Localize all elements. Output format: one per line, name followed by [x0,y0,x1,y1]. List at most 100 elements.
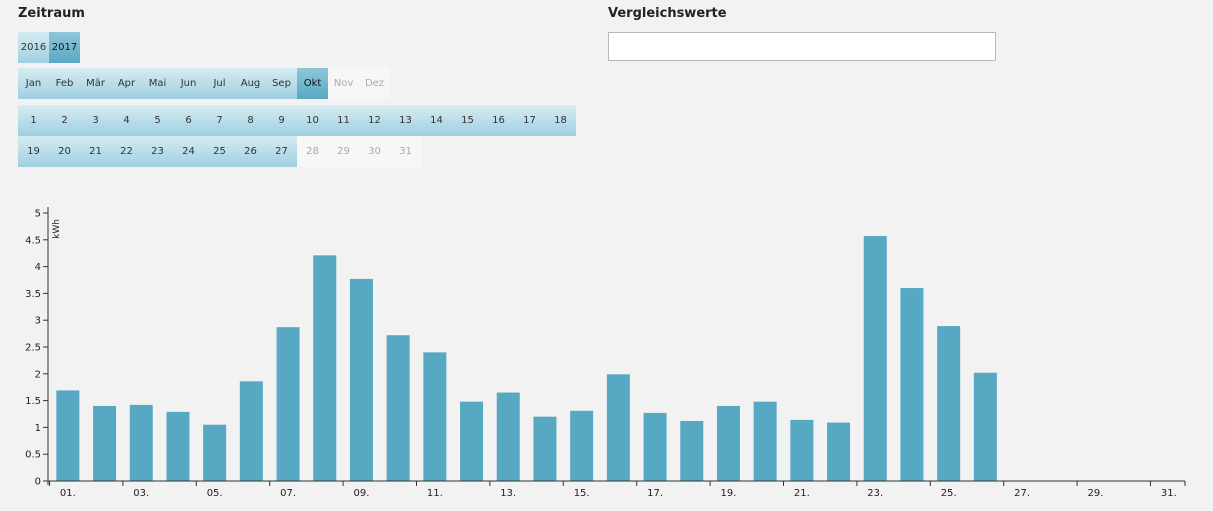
bar-25. [937,326,961,481]
day-selector-row-2: 19 20 21 22 23 24 25 26 27 28 29 30 31 [18,136,421,167]
bar-03. [129,404,153,481]
x-tick-label: 31. [1161,488,1177,499]
day-button-13[interactable]: 13 [390,105,421,136]
month-button-Jun[interactable]: Jun [173,68,204,99]
bar-15. [570,410,594,481]
vergleichswerte-input[interactable] [608,32,996,61]
day-button-14[interactable]: 14 [421,105,452,136]
day-button-4[interactable]: 4 [111,105,142,136]
bar-06. [239,381,263,481]
bar-16. [606,374,630,481]
day-button-1[interactable]: 1 [18,105,49,136]
bar-26. [973,372,997,481]
day-button-6[interactable]: 6 [173,105,204,136]
y-tick-label: 3 [35,316,41,327]
x-tick-label: 05. [207,488,223,499]
bar-05. [203,424,227,481]
y-tick-label: 1 [35,423,41,434]
y-tick-label: 4 [35,262,41,273]
day-button-25[interactable]: 25 [204,136,235,167]
month-button-Jan[interactable]: Jan [18,68,49,99]
y-axis-label: kWh [52,219,62,239]
day-button-5[interactable]: 5 [142,105,173,136]
y-tick-label: 2.5 [25,343,41,354]
year-selector: 2016 2017 [18,32,80,63]
day-button-2[interactable]: 2 [49,105,80,136]
day-button-9[interactable]: 9 [266,105,297,136]
day-selector-row-1: 1 2 3 4 5 6 7 8 9 10 11 12 13 14 15 16 17 18 [18,105,576,136]
day-button-12[interactable]: 12 [359,105,390,136]
bar-12. [460,401,484,481]
x-tick-label: 11. [427,488,443,499]
x-tick-label: 07. [280,488,296,499]
bar-07. [276,327,300,481]
day-button-19[interactable]: 19 [18,136,49,167]
day-button-24[interactable]: 24 [173,136,204,167]
bar-02. [93,405,117,481]
x-tick-label: 25. [941,488,957,499]
x-tick-label: 19. [720,488,736,499]
y-tick-label: 0.5 [25,450,41,461]
bar-10. [386,335,410,481]
month-button-Dez: Dez [359,68,390,99]
day-button-29: 29 [328,136,359,167]
day-button-11[interactable]: 11 [328,105,359,136]
day-button-17[interactable]: 17 [514,105,545,136]
day-button-22[interactable]: 22 [111,136,142,167]
x-tick-label: 03. [133,488,149,499]
day-button-3[interactable]: 3 [80,105,111,136]
bar-20. [753,401,777,481]
x-tick-label: 29. [1087,488,1103,499]
day-button-10[interactable]: 10 [297,105,328,136]
year-button-2017[interactable]: 2017 [49,32,80,63]
bar-01. [56,390,80,481]
bar-11. [423,352,447,481]
month-selector: Jan Feb Mär Apr Mai Jun Jul Aug Sep Okt Nov Dez [18,68,390,99]
day-button-27[interactable]: 27 [266,136,297,167]
y-tick-label: 5 [35,209,41,220]
x-tick-label: 27. [1014,488,1030,499]
y-tick-label: 1.5 [25,396,41,407]
year-button-2016[interactable]: 2016 [18,32,49,63]
x-tick-label: 01. [60,488,76,499]
day-button-20[interactable]: 20 [49,136,80,167]
bar-18. [680,420,704,481]
month-button-Jul[interactable]: Jul [204,68,235,99]
y-tick-label: 0 [35,477,41,488]
day-button-26[interactable]: 26 [235,136,266,167]
day-button-30: 30 [359,136,390,167]
x-tick-label: 23. [867,488,883,499]
month-button-Okt[interactable]: Okt [297,68,328,99]
day-button-21[interactable]: 21 [80,136,111,167]
vergleichswerte-title: Vergleichswerte [608,6,727,21]
bar-23. [863,236,887,481]
bar-24. [900,288,924,481]
bar-13. [496,392,520,481]
month-button-Mär[interactable]: Mär [80,68,111,99]
x-tick-label: 17. [647,488,663,499]
zeitraum-title: Zeitraum [18,6,85,21]
bar-19. [716,405,740,481]
day-button-28: 28 [297,136,328,167]
bar-09. [349,278,373,481]
day-button-23[interactable]: 23 [142,136,173,167]
bar-08. [313,255,337,481]
month-button-Mai[interactable]: Mai [142,68,173,99]
bar-14. [533,416,557,481]
x-tick-label: 09. [353,488,369,499]
y-tick-label: 3.5 [25,289,41,300]
y-tick-label: 2 [35,369,41,380]
day-button-7[interactable]: 7 [204,105,235,136]
y-tick-label: 4.5 [25,235,41,246]
day-button-15[interactable]: 15 [452,105,483,136]
x-tick-label: 15. [574,488,590,499]
month-button-Aug[interactable]: Aug [235,68,266,99]
day-button-8[interactable]: 8 [235,105,266,136]
day-button-16[interactable]: 16 [483,105,514,136]
day-button-18[interactable]: 18 [545,105,576,136]
month-button-Apr[interactable]: Apr [111,68,142,99]
month-button-Feb[interactable]: Feb [49,68,80,99]
bar-21. [790,419,814,481]
month-button-Sep[interactable]: Sep [266,68,297,99]
